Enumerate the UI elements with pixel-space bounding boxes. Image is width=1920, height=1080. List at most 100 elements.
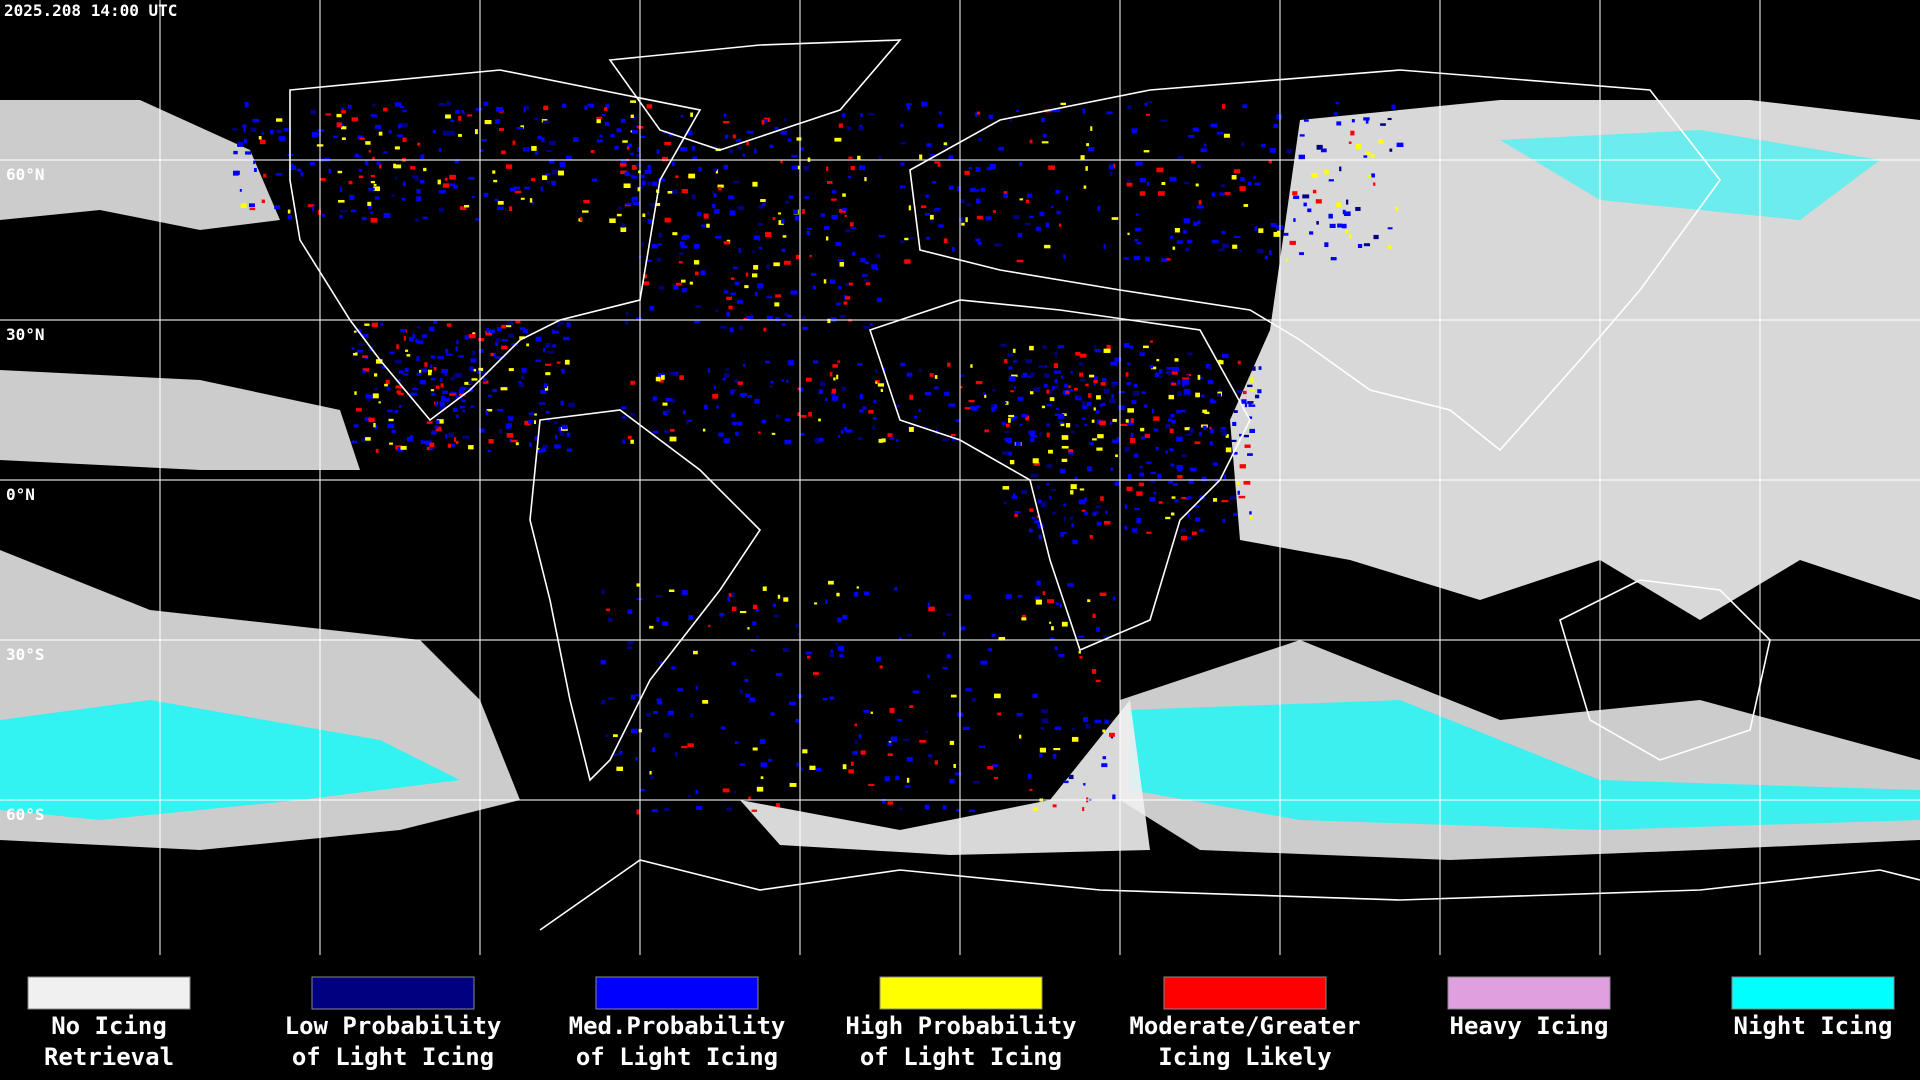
- icing-pixel: [394, 359, 402, 364]
- icing-pixel: [416, 372, 421, 376]
- icing-pixel: [412, 387, 419, 391]
- icing-pixel: [1009, 459, 1015, 465]
- icing-pixel: [1312, 189, 1317, 194]
- icing-pixel: [926, 143, 932, 147]
- icing-pixel: [820, 213, 826, 217]
- icing-pixel: [419, 369, 422, 374]
- icing-pixel: [636, 153, 642, 158]
- icing-pixel: [789, 782, 797, 787]
- icing-pixel: [1165, 450, 1168, 454]
- icing-pixel: [627, 174, 635, 177]
- icing-pixel: [1127, 408, 1135, 413]
- icing-pixel: [695, 685, 698, 690]
- icing-pixel: [322, 214, 325, 217]
- icing-pixel: [1030, 473, 1038, 478]
- icing-pixel: [904, 237, 909, 241]
- icing-pixel: [1257, 248, 1264, 254]
- icing-pixel: [1198, 200, 1202, 205]
- icing-pixel: [473, 368, 477, 372]
- icing-pixel: [1149, 496, 1156, 502]
- icing-pixel: [1131, 400, 1137, 404]
- icing-pixel: [1170, 463, 1175, 467]
- icing-pixel: [1046, 464, 1053, 469]
- icing-pixel: [439, 207, 444, 213]
- icing-pixel: [1063, 254, 1066, 259]
- icing-pixel: [1048, 449, 1053, 454]
- icing-pixel: [337, 170, 343, 174]
- icing-pixel: [1029, 508, 1034, 512]
- icing-pixel: [826, 166, 829, 171]
- icing-pixel: [600, 660, 606, 665]
- icing-pixel: [1003, 193, 1008, 198]
- legend-label: No Icing: [51, 1012, 167, 1040]
- icing-pixel: [542, 120, 550, 124]
- icing-pixel: [1315, 199, 1322, 204]
- icing-pixel: [756, 635, 759, 639]
- icing-pixel: [560, 400, 564, 406]
- icing-pixel: [1033, 461, 1040, 466]
- icing-pixel: [454, 159, 459, 164]
- icing-pixel: [784, 200, 790, 204]
- icing-pixel: [1071, 523, 1074, 528]
- icing-pixel: [1054, 413, 1061, 417]
- icing-pixel: [815, 767, 821, 772]
- icing-pixel: [1177, 380, 1181, 385]
- icing-pixel: [1357, 243, 1363, 249]
- icing-pixel: [919, 154, 923, 160]
- icing-pixel: [1199, 431, 1202, 436]
- icing-pixel: [1140, 436, 1146, 440]
- icing-pixel: [669, 372, 677, 376]
- icing-pixel: [1194, 505, 1200, 508]
- icing-pixel: [430, 355, 436, 359]
- icing-pixel: [1303, 202, 1307, 207]
- icing-pixel: [375, 359, 383, 364]
- icing-pixel: [1025, 415, 1030, 421]
- icing-pixel: [450, 377, 455, 381]
- icing-pixel: [370, 211, 374, 215]
- latitude-label: 60°S: [6, 805, 45, 824]
- icing-pixel: [723, 241, 730, 245]
- legend-label: Retrieval: [44, 1043, 174, 1071]
- icing-pixel: [1209, 441, 1213, 445]
- icing-pixel: [631, 130, 638, 134]
- icing-pixel: [380, 322, 383, 326]
- icing-pixel: [389, 351, 395, 355]
- icing-pixel: [1011, 496, 1018, 499]
- icing-pixel: [1168, 480, 1173, 484]
- icing-pixel: [485, 330, 493, 336]
- icing-pixel: [1051, 205, 1054, 208]
- icing-pixel: [842, 112, 846, 118]
- icing-pixel: [420, 368, 428, 373]
- icing-pixel: [1217, 393, 1222, 397]
- icing-pixel: [899, 807, 903, 810]
- icing-pixel: [557, 170, 564, 176]
- icing-pixel: [1222, 243, 1230, 248]
- icing-pixel: [844, 296, 851, 300]
- icing-pixel: [364, 417, 372, 421]
- icing-pixel: [417, 340, 424, 345]
- icing-pixel: [757, 431, 761, 434]
- icing-pixel: [1095, 679, 1101, 683]
- icing-pixel: [1248, 401, 1252, 407]
- icing-pixel: [1082, 405, 1088, 409]
- icing-pixel: [1109, 421, 1113, 425]
- icing-pixel: [378, 401, 381, 404]
- icing-pixel: [582, 210, 589, 213]
- icing-pixel: [387, 423, 395, 429]
- icing-pixel: [1024, 222, 1031, 226]
- icing-pixel: [475, 218, 479, 221]
- icing-pixel: [992, 764, 999, 767]
- icing-pixel: [1176, 391, 1182, 396]
- icing-pixel: [867, 113, 875, 116]
- icing-pixel: [1172, 366, 1179, 372]
- icing-pixel: [1337, 223, 1343, 228]
- icing-pixel: [1129, 437, 1136, 443]
- icing-pixel: [906, 372, 913, 377]
- icing-pixel: [679, 241, 685, 246]
- icing-pixel: [943, 238, 948, 244]
- icing-pixel: [960, 374, 965, 378]
- icing-pixel: [895, 775, 900, 781]
- icing-pixel: [1146, 100, 1153, 103]
- icing-pixel: [635, 163, 642, 167]
